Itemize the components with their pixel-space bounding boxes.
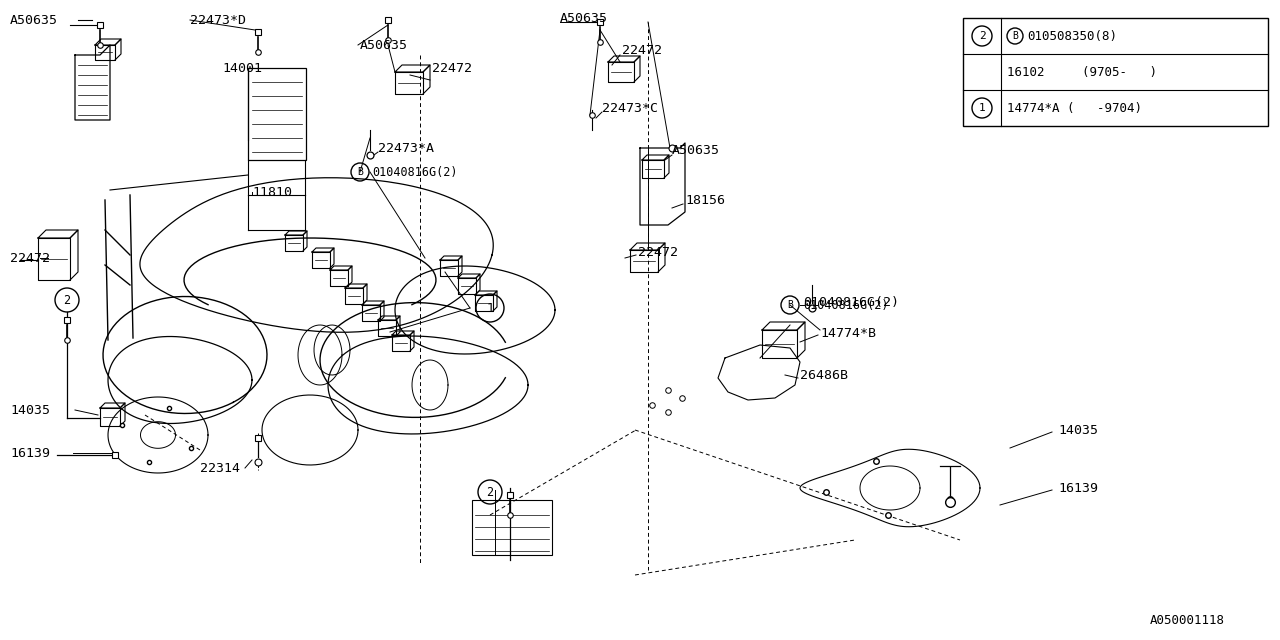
- Text: B: B: [357, 167, 364, 177]
- Text: 2: 2: [979, 31, 986, 41]
- Bar: [472, 500, 552, 555]
- Text: 01040816G(2): 01040816G(2): [803, 298, 888, 312]
- Text: A050001118: A050001118: [1149, 614, 1225, 627]
- Text: 16102     (9705-   ): 16102 (9705- ): [1007, 65, 1157, 79]
- Text: 11810: 11810: [252, 186, 292, 198]
- Text: 2: 2: [64, 294, 70, 307]
- Text: 22472: 22472: [637, 246, 678, 259]
- Text: 18156: 18156: [685, 193, 724, 207]
- Text: A50635: A50635: [360, 38, 408, 51]
- Text: 14035: 14035: [10, 403, 50, 417]
- Text: 2: 2: [486, 486, 494, 499]
- Text: 22472: 22472: [10, 252, 50, 264]
- Text: A50635: A50635: [561, 12, 608, 24]
- Text: 16139: 16139: [10, 447, 50, 460]
- Text: 22314: 22314: [200, 461, 241, 474]
- Text: 01040816G(2): 01040816G(2): [372, 166, 457, 179]
- Text: 22472: 22472: [433, 61, 472, 74]
- Text: 14001: 14001: [221, 61, 262, 74]
- Text: A50635: A50635: [10, 13, 58, 26]
- Text: 22473*D: 22473*D: [189, 13, 246, 26]
- Text: 22473*A: 22473*A: [378, 141, 434, 154]
- Bar: [248, 68, 306, 160]
- Text: B: B: [787, 300, 792, 310]
- Text: 22472: 22472: [622, 44, 662, 56]
- Text: A50635: A50635: [672, 143, 721, 157]
- Text: 01040816G(2): 01040816G(2): [803, 296, 899, 308]
- Text: 010508350(8): 010508350(8): [1027, 29, 1117, 42]
- Text: 1: 1: [486, 301, 494, 314]
- Text: B: B: [1012, 31, 1018, 41]
- Text: 16139: 16139: [1059, 481, 1098, 495]
- Bar: [963, 18, 1268, 126]
- Text: 1: 1: [979, 103, 986, 113]
- Text: 26486B: 26486B: [800, 369, 849, 381]
- Text: 14774*A (   -9704): 14774*A ( -9704): [1007, 102, 1142, 115]
- Text: 14774*B: 14774*B: [820, 326, 876, 339]
- Text: 22473*C: 22473*C: [602, 102, 658, 115]
- Text: 14035: 14035: [1059, 424, 1098, 436]
